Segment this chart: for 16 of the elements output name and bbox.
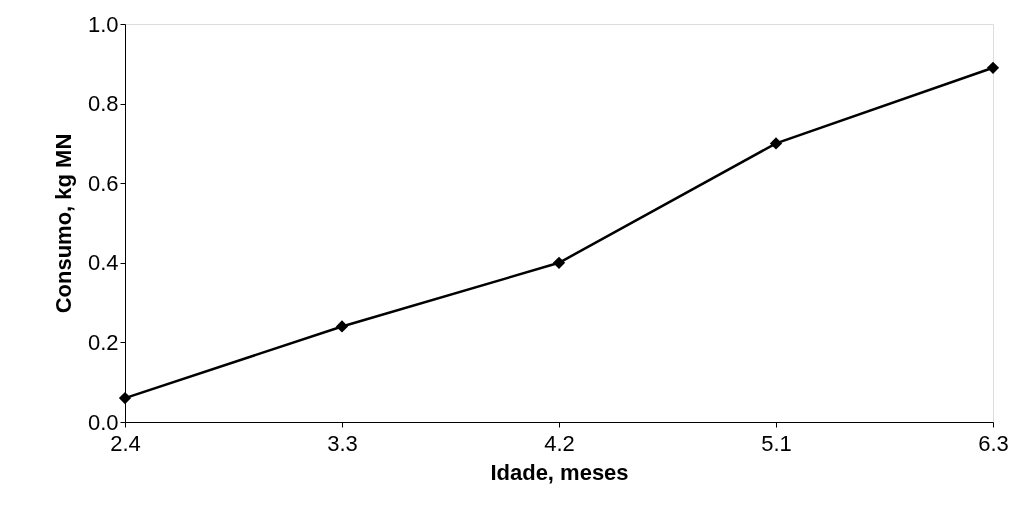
x-axis-title: Idade, meses [490, 459, 629, 485]
x-tick-label: 3.3 [327, 430, 358, 456]
point [552, 256, 566, 269]
x-tick-label: 5.1 [761, 430, 792, 456]
x-tick-label: 6.3 [978, 430, 1009, 456]
y-axis-title: Consumo, kg MN [50, 133, 76, 314]
y-tick-label: 0.2 [87, 329, 119, 355]
x-tick-label: 4.2 [544, 430, 575, 456]
point [118, 392, 132, 405]
point [769, 137, 783, 150]
y-tick-label: 0.4 [87, 250, 119, 276]
y-tick-label: 1.0 [87, 11, 119, 37]
y-tick-label: 0.6 [87, 170, 119, 196]
point [986, 61, 1000, 74]
point [335, 320, 349, 333]
y-tick-label: 0.8 [87, 91, 119, 117]
